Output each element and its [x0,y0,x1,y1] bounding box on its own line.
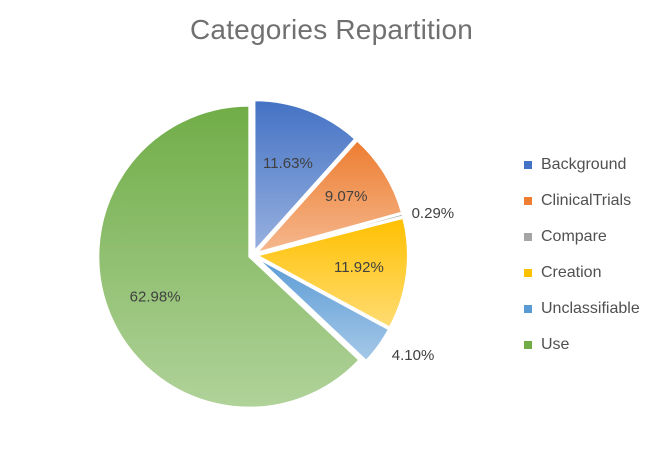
pie-slices [97,99,409,409]
data-label-background: 11.63% [263,155,313,172]
pie-slice-background [253,99,357,254]
data-label-creation: 11.92% [334,259,384,276]
pie-labels: 11.63% 9.07% 0.29% 11.92% 4.10% 62.98% [130,155,454,364]
legend-swatch [524,341,532,349]
legend-item-compare: Compare [524,225,660,249]
pie-slice-use [97,104,361,409]
data-label-unclassifiable: 4.10% [392,347,435,364]
data-label-use: 62.98% [130,288,181,305]
pie-slice-unclassifiable [255,256,391,363]
pie-slice-compare [256,212,405,255]
legend-label: Creation [541,264,602,281]
legend-swatch [524,233,532,241]
data-label-compare: 0.29% [412,205,455,222]
legend-swatch [524,269,532,277]
legend-label: Unclassifiable [541,300,640,317]
pie-slice-clinicaltrials [253,139,404,255]
legend-label: Compare [541,228,607,245]
legend-swatch [524,161,532,169]
legend-item-clinicaltrials: ClinicalTrials [524,189,660,213]
legend-swatch [524,305,532,313]
legend-item-use: Use [524,333,660,357]
legend-item-creation: Creation [524,261,660,285]
chart-title: Categories Repartition [190,14,473,45]
data-label-clinicaltrials: 9.07% [325,188,368,205]
legend-label: ClinicalTrials [541,192,632,209]
legend-label: Background [541,156,627,173]
legend-label: Use [541,336,570,353]
chart-legend: Background ClinicalTrials Compare Creation U… [524,153,660,369]
pie-slice-creation [254,216,409,329]
legend-item-unclassifiable: Unclassifiable [524,297,660,321]
legend-swatch [524,197,532,205]
legend-item-background: Background [524,153,660,177]
